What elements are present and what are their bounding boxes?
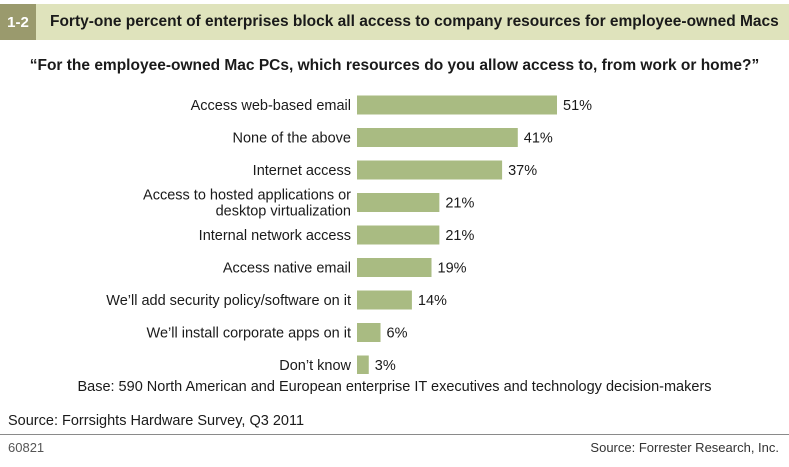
figure-title: Forty-one percent of enterprises block a… (50, 13, 779, 30)
value-label-3: 21% (445, 196, 474, 212)
value-label-1: 41% (524, 131, 553, 147)
bar-6 (357, 290, 412, 310)
footer-divider (0, 434, 789, 435)
bar-7 (357, 323, 381, 342)
value-label-0: 51% (563, 98, 592, 114)
credit-line: Source: Forrester Research, Inc. (590, 440, 779, 455)
chart-question: “For the employee-owned Mac PCs, which r… (29, 57, 760, 74)
value-label-2: 37% (508, 163, 537, 179)
value-label-8: 3% (375, 358, 396, 374)
value-label-6: 14% (418, 293, 447, 309)
bar-5 (357, 258, 432, 277)
figure-number: 1-2 (0, 4, 36, 40)
category-label-6: We’ll add security policy/software on it (106, 293, 351, 309)
value-label-7: 6% (387, 326, 408, 342)
figure-header: 1-2 Forty-one percent of enterprises blo… (0, 4, 789, 40)
category-label-5: Access native email (223, 261, 351, 277)
category-label-4: Internal network access (199, 228, 351, 244)
category-label-3: Access to hosted applications or desktop … (143, 188, 351, 220)
category-label-1: None of the above (232, 131, 351, 147)
bar-4 (357, 225, 440, 245)
value-label-4: 21% (445, 228, 474, 244)
category-label-8: Don’t know (279, 358, 351, 374)
base-note: Base: 590 North American and European en… (77, 379, 712, 395)
category-label-0: Access web-based email (191, 98, 351, 114)
category-label-2: Internet access (253, 163, 351, 179)
bar-3 (357, 193, 440, 212)
bar-8 (357, 355, 369, 374)
bar-2 (357, 160, 503, 180)
value-label-5: 19% (438, 261, 467, 277)
bar-1 (357, 128, 518, 147)
source-note: Source: Forrsights Hardware Survey, Q3 2… (8, 413, 305, 429)
category-label-7: We’ll install corporate apps on it (147, 326, 351, 342)
bar-chart: Access web-based email 51% None of the abo… (106, 95, 592, 374)
figure-id: 60821 (8, 440, 45, 455)
bar-0 (357, 95, 557, 115)
